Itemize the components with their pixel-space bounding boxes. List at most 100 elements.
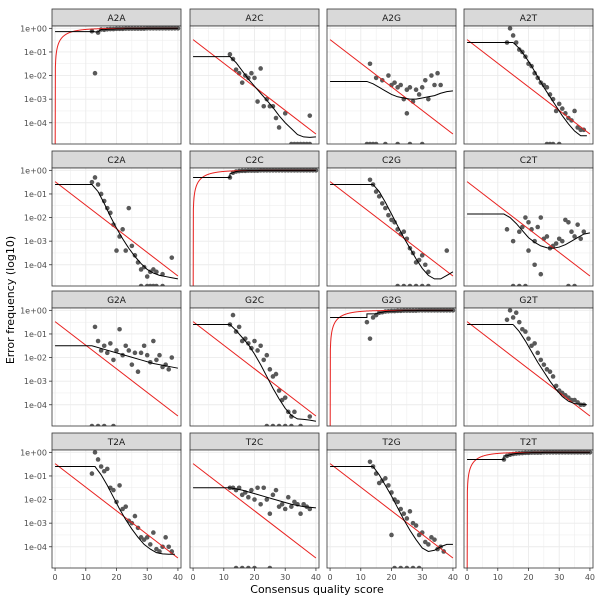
- data-point: [236, 324, 242, 330]
- fitted-error-line: [330, 466, 453, 553]
- y-tick-label: 1e-02: [24, 214, 47, 223]
- plot-content-g2c: [190, 308, 319, 426]
- data-point: [422, 262, 428, 268]
- fitted-error-line: [467, 324, 587, 406]
- y-tick-label: 1e-04: [24, 543, 47, 552]
- y-tick-label: 1e-01: [24, 330, 47, 339]
- data-point: [126, 348, 132, 353]
- plot-content-t2a: [52, 450, 181, 568]
- data-point: [395, 141, 400, 144]
- strip-label-t2g: T2G: [381, 438, 400, 448]
- y-tick-label: 1e-04: [24, 261, 47, 270]
- strip-label-c2t: C2T: [520, 156, 538, 166]
- panel-border-c2g: [326, 167, 457, 287]
- panel-a2c: A2C: [189, 8, 320, 145]
- fitted-error-line: [55, 184, 179, 280]
- data-point: [407, 509, 413, 514]
- strip-label-g2c: G2C: [245, 296, 264, 306]
- data-point: [426, 269, 431, 275]
- y-tick-label: 1e+00: [20, 306, 47, 315]
- data-point: [401, 283, 407, 286]
- data-point: [547, 369, 553, 375]
- data-point: [89, 471, 95, 476]
- data-point: [544, 234, 550, 239]
- strip-label-g2a: G2A: [107, 296, 127, 306]
- data-point: [544, 85, 550, 90]
- panel-t2t: T2T 0 10 20 30 40: [463, 432, 595, 582]
- data-point: [104, 350, 110, 356]
- fitted-error-line: [193, 487, 316, 509]
- data-point: [166, 544, 172, 550]
- data-point: [504, 227, 510, 232]
- data-point: [307, 113, 313, 118]
- strip-label-t2t: T2T: [519, 438, 537, 448]
- plot-content-c2g: [327, 168, 456, 286]
- data-point: [92, 175, 98, 180]
- panel-t2a: T2A 1e+00 1e-01 1e-02 1e-03 1e-04 0 10 20 30 40: [20, 432, 183, 582]
- data-point: [258, 66, 263, 71]
- panel-a2a: A2A 1e+00 1e-01 1e-02 1e-03 1e-04: [20, 8, 182, 145]
- data-point: [95, 338, 101, 344]
- data-point: [538, 357, 544, 363]
- data-point: [510, 283, 516, 286]
- data-point: [367, 61, 373, 67]
- data-point: [258, 501, 263, 507]
- data-point: [246, 494, 251, 500]
- data-point: [151, 338, 156, 344]
- data-point: [264, 352, 270, 358]
- panel-border-c2a: [51, 167, 182, 287]
- panel-c2c: C2C: [189, 150, 320, 287]
- fitted-error-line: [467, 451, 590, 460]
- plot-content-c2c: [190, 168, 319, 286]
- panel-g2t: G2T: [463, 290, 594, 427]
- data-point: [392, 80, 397, 85]
- nominal-error-line: [466, 321, 591, 417]
- data-point: [169, 355, 175, 360]
- data-point: [410, 565, 416, 568]
- fitted-error-line: [55, 466, 175, 555]
- data-point: [249, 70, 254, 76]
- data-point: [147, 542, 153, 547]
- data-point: [111, 423, 116, 426]
- data-point: [117, 483, 122, 488]
- data-point: [289, 504, 294, 509]
- data-point: [426, 96, 431, 102]
- data-point: [252, 75, 257, 81]
- data-point: [383, 205, 388, 211]
- data-point: [252, 497, 257, 502]
- data-point: [144, 274, 150, 279]
- data-point: [92, 70, 98, 76]
- x-tick-label: 10: [81, 573, 91, 582]
- data-point: [307, 506, 313, 512]
- nominal-error-line: [192, 463, 317, 559]
- nominal-error-line: [466, 39, 591, 135]
- x-tick-label: 40: [448, 573, 458, 582]
- data-point: [126, 205, 132, 211]
- data-point: [426, 542, 431, 547]
- nominal-error-line: [329, 181, 454, 277]
- data-point: [386, 73, 391, 78]
- data-point: [246, 341, 251, 346]
- data-point: [273, 115, 279, 121]
- data-point: [298, 511, 303, 517]
- data-point: [432, 537, 437, 542]
- data-point: [419, 85, 425, 90]
- data-point: [154, 269, 159, 275]
- data-point: [233, 565, 239, 568]
- plot-content-a2t: [464, 26, 593, 144]
- data-point: [572, 283, 577, 286]
- y-tick-label: 1e-01: [24, 190, 47, 199]
- data-point: [138, 283, 144, 286]
- data-point: [395, 499, 400, 505]
- data-point: [129, 362, 135, 367]
- data-point: [401, 511, 407, 517]
- data-point: [279, 501, 285, 507]
- data-point: [404, 516, 410, 521]
- panel-a2t: A2T: [463, 8, 594, 145]
- data-point: [123, 504, 129, 509]
- panel-t2c: T2C 0 10 20 30 40: [189, 432, 321, 582]
- data-point: [386, 483, 391, 488]
- data-point: [523, 215, 528, 220]
- data-point: [566, 283, 571, 286]
